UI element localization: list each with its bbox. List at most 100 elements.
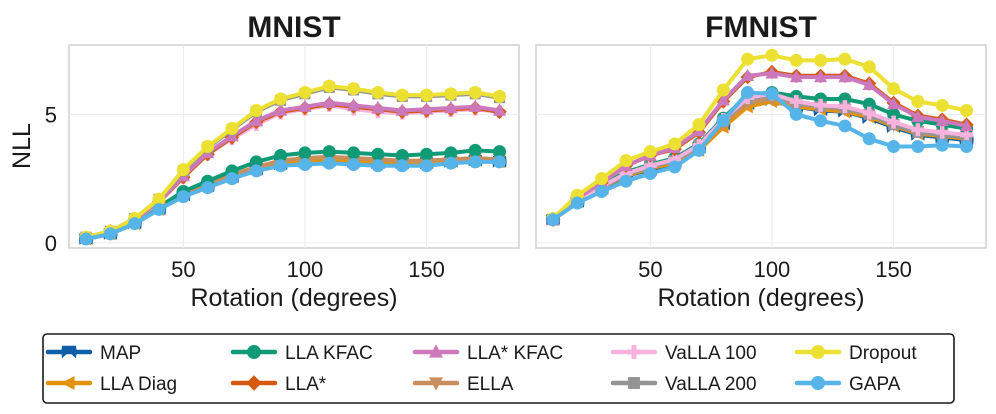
point-gapa-180-fmnist bbox=[960, 140, 974, 153]
point-lla-star-kfac-90-fmnist bbox=[741, 68, 755, 81]
point-gapa-30-fmnist bbox=[595, 184, 609, 198]
point-dropout-90-fmnist bbox=[741, 52, 755, 66]
point-dropout-130-fmnist bbox=[838, 52, 852, 66]
point-lla-kfac-160-mnist bbox=[444, 146, 458, 160]
point-valla-100-110-fmnist bbox=[789, 95, 803, 109]
legend-item-lla-star-kfac: LLA* KFAC bbox=[412, 343, 563, 364]
point-lla-star-kfac-80-fmnist bbox=[716, 93, 730, 106]
point-lla-star-kfac-130-fmnist bbox=[838, 70, 852, 83]
legend-label-lla-star: LLA* bbox=[285, 374, 327, 395]
point-dropout-140-mnist bbox=[395, 88, 409, 102]
point-lla-star-kfac-140-fmnist bbox=[862, 77, 876, 90]
point-dropout-120-fmnist bbox=[814, 53, 828, 67]
point-dropout-160-mnist bbox=[444, 87, 458, 101]
point-lla-kfac-140-mnist bbox=[395, 148, 409, 162]
legend-marker-valla-200 bbox=[628, 377, 640, 389]
point-dropout-80-fmnist bbox=[716, 83, 730, 97]
point-dropout-150-fmnist bbox=[887, 82, 901, 96]
x-ticks-mnist: 50 100 150 bbox=[171, 257, 445, 282]
point-lla-star-kfac-140-mnist bbox=[395, 103, 409, 116]
point-lla-star-kfac-160-fmnist bbox=[911, 109, 925, 123]
x-tick-label-50-fmnist: 50 bbox=[638, 257, 662, 282]
point-lla-star-kfac-180-fmnist bbox=[960, 118, 973, 132]
legend-label-valla-100: VaLLA 100 bbox=[665, 343, 757, 364]
series-gapa-mnist bbox=[79, 155, 507, 246]
x-axis-label-fmnist: Rotation (degrees) bbox=[657, 284, 864, 312]
point-gapa-80-fmnist bbox=[716, 114, 730, 128]
panel-title-mnist: MNIST bbox=[247, 11, 340, 44]
point-dropout-70-fmnist bbox=[692, 118, 706, 132]
series-gapa-fmnist bbox=[546, 86, 974, 227]
point-gapa-160-mnist bbox=[444, 156, 458, 170]
legend-item-lla-kfac: LLA KFAC bbox=[230, 343, 373, 364]
legend-marker-dropout bbox=[811, 345, 825, 359]
point-dropout-130-mnist bbox=[371, 86, 385, 100]
point-lla-kfac-150-fmnist bbox=[887, 107, 901, 121]
point-lla-kfac-140-fmnist bbox=[862, 97, 876, 111]
point-dropout-40-fmnist bbox=[619, 154, 633, 168]
point-lla-star-kfac-130-mnist bbox=[371, 100, 385, 114]
point-valla-100-170-fmnist bbox=[935, 125, 949, 139]
point-lla-kfac-110-mnist bbox=[322, 145, 336, 159]
legend-label-lla-star-kfac: LLA* KFAC bbox=[467, 343, 563, 364]
point-valla-100-150-fmnist bbox=[887, 115, 901, 129]
point-dropout-30-fmnist bbox=[595, 172, 609, 186]
grid-mnist bbox=[69, 45, 519, 248]
point-valla-100-160-fmnist bbox=[911, 123, 925, 137]
point-gapa-40-mnist bbox=[152, 202, 166, 216]
point-lla-star-kfac-150-mnist bbox=[420, 102, 434, 115]
legend-marker-lla-star bbox=[246, 375, 262, 391]
legend: MAP LLA Diag LLA KFAC LLA* LLA* KFAC ELLA VaLL… bbox=[42, 333, 955, 404]
point-gapa-150-fmnist bbox=[887, 140, 901, 153]
point-lla-star-kfac-180-mnist bbox=[493, 103, 506, 116]
point-lla-kfac-170-mnist bbox=[468, 143, 482, 157]
legend-item-ella: ELLA bbox=[412, 374, 514, 395]
point-lla-star-kfac-170-fmnist bbox=[935, 113, 949, 126]
legend-marker-ella bbox=[429, 377, 443, 391]
point-gapa-30-mnist bbox=[128, 217, 142, 231]
point-gapa-80-mnist bbox=[249, 164, 263, 178]
point-lla-kfac-180-mnist bbox=[493, 145, 507, 159]
legend-label-gapa: GAPA bbox=[849, 374, 901, 395]
point-lla-kfac-130-mnist bbox=[371, 147, 385, 161]
point-gapa-10-fmnist bbox=[546, 213, 560, 227]
point-gapa-170-mnist bbox=[468, 155, 482, 169]
legend-label-valla-200: VaLLA 200 bbox=[665, 374, 757, 395]
legend-item-lla-star: LLA* bbox=[230, 374, 327, 395]
point-gapa-20-mnist bbox=[103, 227, 117, 241]
point-gapa-170-fmnist bbox=[935, 138, 949, 152]
legend-marker-lla-diag bbox=[61, 376, 75, 390]
legend-item-dropout: Dropout bbox=[794, 343, 917, 364]
point-lla-kfac-130-fmnist bbox=[838, 92, 852, 106]
point-lla-kfac-100-mnist bbox=[298, 146, 312, 160]
point-lla-star-kfac-170-mnist bbox=[468, 99, 482, 112]
legend-items: MAP LLA Diag LLA KFAC LLA* LLA* KFAC ELLA VaLL… bbox=[45, 343, 917, 395]
point-dropout-90-mnist bbox=[274, 92, 288, 106]
point-lla-star-kfac-120-mnist bbox=[347, 98, 361, 111]
point-gapa-150-mnist bbox=[420, 159, 434, 173]
series-group-mnist bbox=[78, 79, 507, 246]
point-gapa-100-fmnist bbox=[765, 87, 779, 101]
point-lla-star-kfac-100-mnist bbox=[298, 99, 312, 112]
legend-marker-gapa bbox=[811, 376, 825, 390]
point-dropout-170-mnist bbox=[468, 86, 482, 100]
point-dropout-170-fmnist bbox=[935, 98, 949, 112]
point-dropout-100-fmnist bbox=[765, 48, 779, 62]
point-lla-kfac-90-mnist bbox=[274, 148, 288, 162]
panel-fmnist: FMNIST 50 100 150 Rotation (degrees) bbox=[535, 11, 987, 312]
point-dropout-110-mnist bbox=[322, 79, 336, 93]
point-dropout-180-fmnist bbox=[960, 104, 974, 118]
legend-marker-map bbox=[61, 345, 77, 359]
point-lla-star-kfac-100-fmnist bbox=[765, 66, 779, 79]
point-dropout-80-mnist bbox=[249, 104, 263, 118]
point-gapa-120-mnist bbox=[347, 157, 361, 171]
panel-mnist: MNIST 50 100 150 05 Rotation (degrees) bbox=[45, 11, 520, 312]
point-valla-100-130-fmnist bbox=[838, 100, 852, 114]
legend-marker-valla-100 bbox=[627, 345, 641, 359]
point-gapa-110-mnist bbox=[322, 156, 336, 170]
point-dropout-60-fmnist bbox=[668, 137, 682, 151]
legend-item-gapa: GAPA bbox=[794, 374, 901, 395]
point-lla-kfac-80-mnist bbox=[249, 155, 263, 169]
point-gapa-110-fmnist bbox=[789, 107, 803, 121]
point-dropout-140-fmnist bbox=[862, 60, 876, 74]
